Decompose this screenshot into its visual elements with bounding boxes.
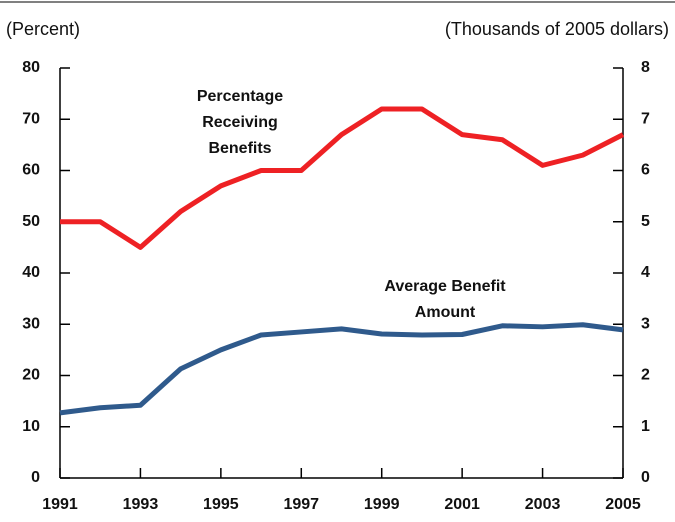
y2-tick-label: 5 [641,213,650,230]
x-tick-label: 2001 [444,496,480,513]
y-tick-label: 20 [22,367,40,384]
y-tick-label: 10 [22,418,40,435]
y2-tick-label: 2 [641,367,650,384]
data-line [60,106,625,250]
annotation: Percentage [197,88,283,105]
y-axis-label: (Percent) [6,19,80,39]
y-tick-label: 70 [22,110,40,127]
y-tick-label: 80 [22,59,40,76]
y-tick-label: 0 [31,469,40,486]
annotation: Average Benefit [384,278,506,295]
y2-axis-label: (Thousands of 2005 dollars) [445,19,669,39]
y-tick-label: 50 [22,213,40,230]
x-tick-label: 1995 [203,496,239,513]
x-tick-label: 1997 [283,496,319,513]
x-tick-label: 1999 [364,496,400,513]
data-line [59,322,624,416]
y2-tick-label: 3 [641,315,650,332]
x-tick-label: 2003 [525,496,561,513]
y-tick-label: 60 [22,162,40,179]
annotation: Benefits [208,140,271,157]
y-tick-label: 30 [22,315,40,332]
y2-tick-label: 0 [641,469,650,486]
y2-tick-label: 4 [641,264,650,281]
y2-tick-label: 8 [641,59,650,76]
annotation: Amount [415,304,476,321]
x-tick-label: 1991 [42,496,78,513]
y-tick-label: 40 [22,264,40,281]
x-tick-label: 1993 [123,496,159,513]
x-tick-label: 2005 [605,496,641,513]
y2-tick-label: 6 [641,162,650,179]
annotation: Receiving [202,114,278,131]
y2-tick-label: 1 [641,418,650,435]
y2-tick-label: 7 [641,110,650,127]
